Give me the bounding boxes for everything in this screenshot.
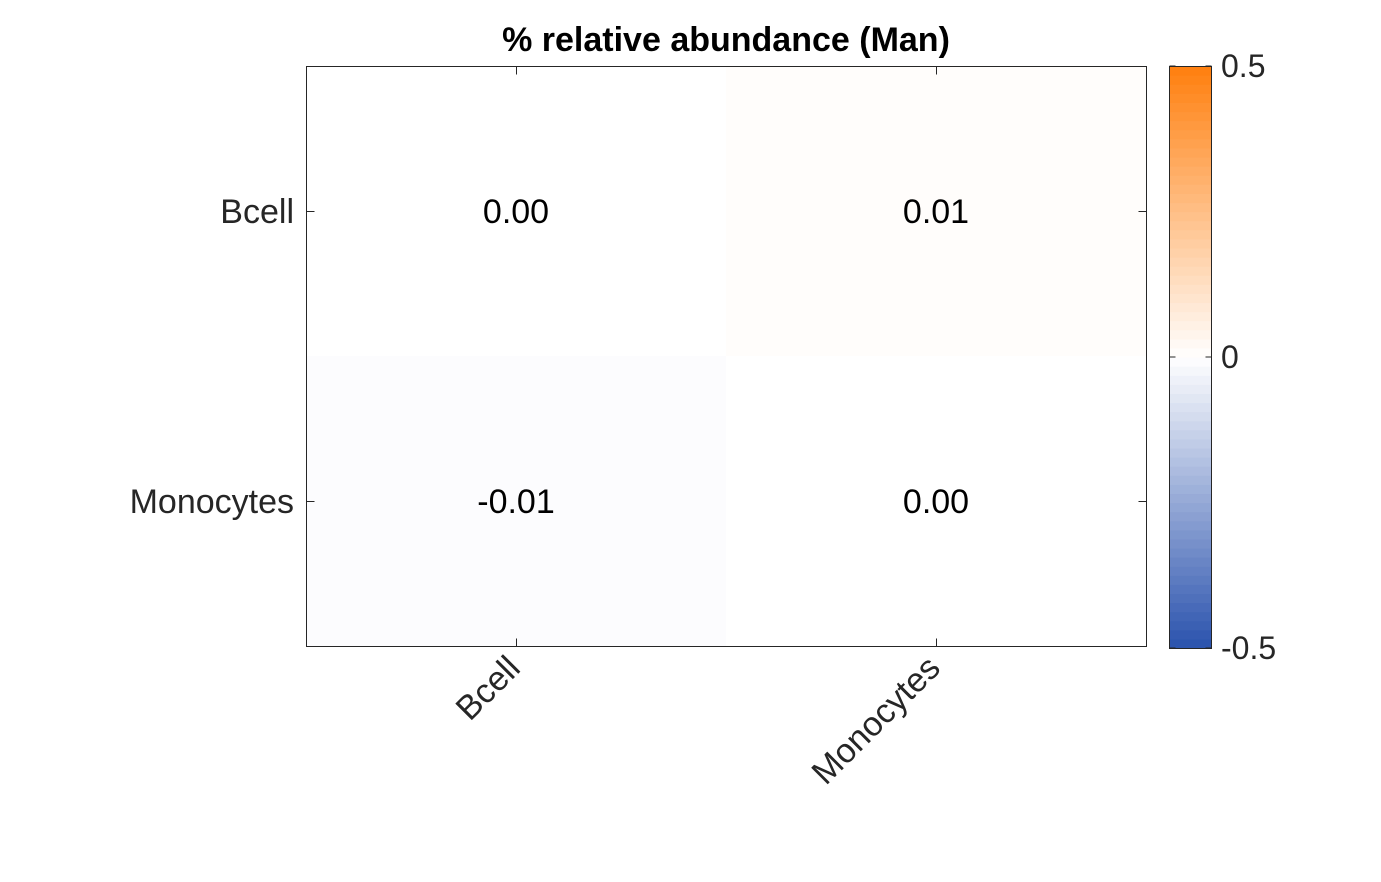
colorbar-step xyxy=(1169,602,1211,613)
colorbar-step xyxy=(1169,229,1211,240)
colorbar-tick-label: 0.5 xyxy=(1221,48,1265,84)
colorbar-step xyxy=(1169,493,1211,504)
colorbar-step xyxy=(1169,347,1211,358)
chart-title: % relative abundance (Man) xyxy=(502,21,950,59)
x-tick-label: Bcell xyxy=(449,649,528,728)
colorbar-step xyxy=(1169,329,1211,340)
colorbar-step xyxy=(1169,438,1211,449)
colorbar-step xyxy=(1169,111,1211,122)
colorbar-step xyxy=(1169,529,1211,540)
colorbar-step xyxy=(1169,538,1211,549)
colorbar-step xyxy=(1169,102,1211,113)
colorbar-step xyxy=(1169,320,1211,331)
axis-ticks xyxy=(306,66,1147,647)
colorbar-step xyxy=(1169,484,1211,495)
heatmap-cell xyxy=(726,66,1146,356)
colorbar-step xyxy=(1169,75,1211,85)
colorbar-step xyxy=(1169,166,1211,176)
colorbar-step xyxy=(1169,184,1211,194)
x-tick-label: Monocytes xyxy=(805,649,948,792)
colorbar-step xyxy=(1169,502,1211,513)
colorbar-step xyxy=(1169,593,1211,604)
cell-value-label: 0.00 xyxy=(483,193,549,231)
colorbar-step xyxy=(1169,393,1211,404)
colorbar-step xyxy=(1169,566,1211,576)
colorbar-step xyxy=(1169,475,1211,485)
colorbar-step xyxy=(1169,193,1211,204)
y-tick-label: Bcell xyxy=(220,193,294,231)
colorbar-step xyxy=(1169,93,1211,103)
colorbar-step xyxy=(1169,302,1211,313)
colorbar-step xyxy=(1169,311,1211,322)
heatmap-cell xyxy=(306,66,726,356)
colorbar-step xyxy=(1169,129,1211,140)
colorbar-step xyxy=(1169,202,1211,213)
colorbar-step xyxy=(1169,366,1211,376)
cell-value-label: 0.00 xyxy=(903,483,969,521)
heatmap-cell-labels: 0.00 0.01 -0.01 0.00 xyxy=(477,193,969,521)
colorbar-step xyxy=(1169,66,1211,76)
colorbar-step xyxy=(1169,411,1211,422)
colorbar-tick-label: 0 xyxy=(1221,339,1239,375)
colorbar-step xyxy=(1169,629,1211,640)
colorbar-step xyxy=(1169,384,1211,394)
plot-frame xyxy=(306,66,1147,647)
colorbar-step xyxy=(1169,138,1211,149)
colorbar-step xyxy=(1169,156,1211,167)
colorbar-step xyxy=(1169,466,1211,476)
heatmap-cell xyxy=(306,356,726,646)
cell-value-label: -0.01 xyxy=(477,483,555,521)
colorbar-step xyxy=(1169,638,1211,649)
colorbar-step xyxy=(1169,220,1211,231)
colorbar-step xyxy=(1169,575,1211,585)
colorbar-step xyxy=(1169,620,1211,631)
colorbar-step xyxy=(1169,357,1211,367)
colorbar-step xyxy=(1169,175,1211,185)
colorbar-step xyxy=(1169,275,1211,285)
colorbar-step xyxy=(1169,84,1211,94)
y-axis-tick-labels: Bcell Monocytes xyxy=(130,193,294,521)
colorbar-step xyxy=(1169,120,1211,131)
colorbar-step xyxy=(1169,429,1211,440)
colorbar-step xyxy=(1169,266,1211,276)
colorbar-step xyxy=(1169,584,1211,595)
colorbar-step xyxy=(1169,238,1211,249)
colorbar-step xyxy=(1169,420,1211,431)
colorbar-step xyxy=(1169,338,1211,349)
colorbar-step xyxy=(1169,611,1211,622)
colorbar-step xyxy=(1169,520,1211,531)
colorbar-step xyxy=(1169,402,1211,413)
colorbar-step xyxy=(1169,447,1211,458)
heatmap-cells xyxy=(306,66,1146,646)
colorbar-step xyxy=(1169,375,1211,385)
colorbar: 0.5 0 -0.5 xyxy=(1169,48,1276,666)
y-tick-label: Monocytes xyxy=(130,483,294,521)
x-axis-tick-labels: Bcell Monocytes xyxy=(449,649,948,792)
colorbar-step xyxy=(1169,256,1211,267)
colorbar-step xyxy=(1169,457,1211,467)
colorbar-step xyxy=(1169,293,1211,304)
colorbar-step xyxy=(1169,211,1211,222)
colorbar-step xyxy=(1169,557,1211,567)
colorbar-tick-label: -0.5 xyxy=(1221,630,1276,666)
colorbar-step xyxy=(1169,511,1211,522)
cell-value-label: 0.01 xyxy=(903,193,969,231)
colorbar-step xyxy=(1169,284,1211,294)
colorbar-step xyxy=(1169,147,1211,158)
colorbar-step xyxy=(1169,247,1211,258)
heatmap-cell xyxy=(726,356,1146,646)
colorbar-step xyxy=(1169,547,1211,558)
